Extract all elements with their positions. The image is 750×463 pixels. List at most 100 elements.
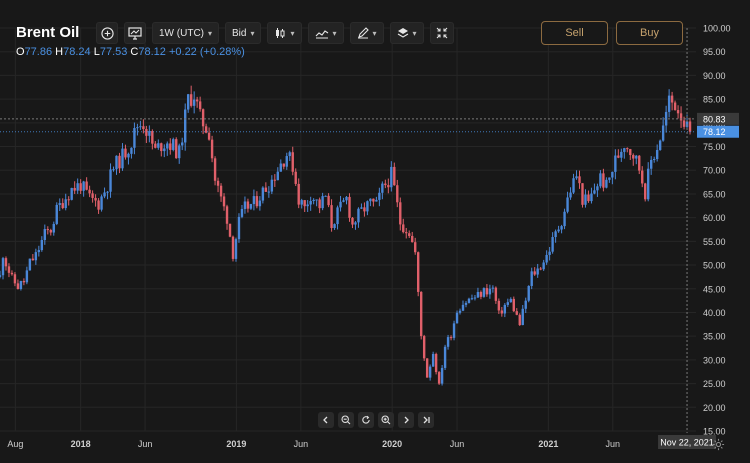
candle-body-2019-06-03	[300, 200, 303, 205]
close-value: 78.12	[138, 46, 166, 58]
last-price-label: 78.12	[703, 127, 726, 137]
candle-body-2017-08-28	[25, 270, 29, 283]
y-tick-label: 55.00	[703, 237, 726, 247]
high-value: 78.24	[63, 46, 91, 58]
candle-body-2021-05-10	[602, 173, 605, 188]
chart-type-select[interactable]: ▾	[267, 22, 302, 44]
candle-body-2021-06-14	[617, 155, 620, 158]
chart-settings-button[interactable]	[710, 436, 726, 452]
candle-body-2020-08-17	[488, 288, 492, 295]
candle-body-2017-09-04	[28, 258, 32, 271]
candle-body-2018-01-29	[91, 193, 94, 198]
candle-body-2021-01-04	[548, 251, 551, 255]
candles	[0, 85, 692, 386]
candle-body-2020-10-12	[512, 298, 515, 312]
candle-body-2021-07-19	[632, 155, 635, 159]
candle-body-2021-02-08	[563, 211, 566, 227]
candle-body-2018-07-09	[160, 143, 163, 152]
candle-body-2020-03-16	[422, 336, 426, 359]
candle-body-2017-10-16	[46, 229, 49, 231]
layers-select[interactable]: ▾	[389, 22, 424, 44]
open-value: 77.86	[24, 46, 53, 58]
candle-body-2018-05-07	[133, 128, 136, 148]
indicators-select[interactable]: ▾	[307, 22, 344, 44]
price-type-select[interactable]: Bid ▾	[225, 22, 262, 44]
open-key: O	[16, 46, 25, 58]
candle-body-2018-07-02	[157, 143, 160, 148]
candle-body-2021-11-29	[688, 121, 692, 132]
candle-body-2021-07-12	[629, 149, 632, 156]
chevron-down-icon: ▾	[208, 28, 213, 38]
candle-body-2017-09-18	[34, 252, 38, 261]
candle-body-2018-09-17	[189, 94, 193, 106]
y-tick-label: 90.00	[703, 71, 726, 81]
scroll-left-button[interactable]	[318, 412, 334, 428]
candle-body-2021-04-19	[593, 190, 596, 194]
candle-body-2021-02-01	[560, 226, 563, 230]
reset-button[interactable]	[358, 412, 374, 428]
zoom-in-button[interactable]	[378, 412, 394, 428]
candle-body-2021-10-04	[664, 111, 668, 126]
candle-body-2018-03-26	[115, 155, 118, 170]
candle-body-2019-06-10	[303, 200, 306, 207]
candle-body-2020-04-20	[437, 372, 441, 384]
candle-body-2018-04-09	[121, 148, 124, 169]
interval-select[interactable]: 1W (UTC) ▾	[152, 22, 220, 44]
candle-body-2017-12-25	[76, 183, 79, 191]
chevron-down-icon: ▾	[290, 28, 295, 38]
candle-body-2017-11-27	[64, 199, 67, 209]
candle-body-2021-04-12	[590, 193, 593, 202]
candle-body-2020-02-03	[405, 232, 408, 234]
candle-body-2019-07-01	[312, 199, 315, 201]
buy-button[interactable]: Buy	[616, 21, 683, 45]
collapse-button[interactable]	[429, 22, 454, 44]
candle-body-2018-04-23	[127, 153, 130, 158]
x-tick-label: 2018	[71, 439, 91, 449]
candle-body-2018-02-19	[100, 196, 103, 210]
candle-body-2019-09-02	[339, 201, 342, 208]
candle-body-2018-03-19	[112, 169, 115, 171]
zoom-out-button[interactable]	[338, 412, 354, 428]
candle-body-2019-12-02	[378, 192, 381, 200]
candle-body-2019-07-08	[315, 199, 318, 201]
candle-body-2018-06-25	[154, 143, 157, 148]
candle-body-2018-01-08	[82, 181, 85, 191]
candle-body-2021-05-24	[608, 177, 611, 180]
candle-body-2017-07-17	[7, 266, 11, 273]
sell-button[interactable]: Sell	[541, 21, 608, 45]
candle-body-2018-08-20	[178, 145, 181, 159]
candle-body-2021-03-08	[575, 176, 578, 179]
candle-body-2018-12-31	[234, 239, 238, 259]
candle-body-2019-05-27	[297, 183, 300, 205]
candle-body-2019-07-22	[321, 196, 324, 209]
jump-to-end-button[interactable]	[418, 412, 434, 428]
candle-body-2020-06-01	[455, 312, 459, 324]
chart-mode-button[interactable]	[124, 22, 146, 44]
candle-body-2019-02-04	[249, 204, 253, 209]
candle-body-2018-11-26	[219, 185, 223, 197]
add-instrument-button[interactable]	[96, 22, 118, 44]
x-tick-label: Jun	[294, 439, 309, 449]
monitor-chart-icon	[128, 26, 142, 40]
high-key: H	[55, 46, 64, 58]
candle-body-2021-05-17	[605, 179, 608, 188]
candle-body-2019-04-01	[273, 179, 277, 181]
draw-tools-select[interactable]: ▾	[349, 22, 384, 44]
candle-body-2021-08-02	[638, 155, 641, 171]
gear-icon	[712, 438, 724, 450]
candle-body-2017-08-14	[19, 280, 23, 290]
candle-body-2020-04-06	[431, 353, 435, 367]
candle-body-2017-07-31	[13, 274, 17, 284]
candle-body-2017-11-06	[55, 204, 58, 224]
candle-body-2019-04-29	[285, 156, 288, 167]
candle-body-2021-11-01	[676, 110, 680, 114]
y-tick-label: 45.00	[703, 284, 726, 294]
candle-body-2018-02-26	[103, 192, 106, 197]
candle-body-2018-09-03	[184, 109, 187, 143]
candlestick-icon	[276, 28, 285, 38]
candle-body-2019-12-09	[381, 183, 384, 193]
candle-body-2019-08-26	[336, 207, 339, 225]
scroll-right-button[interactable]	[398, 412, 414, 428]
y-tick-label: 30.00	[703, 355, 726, 365]
